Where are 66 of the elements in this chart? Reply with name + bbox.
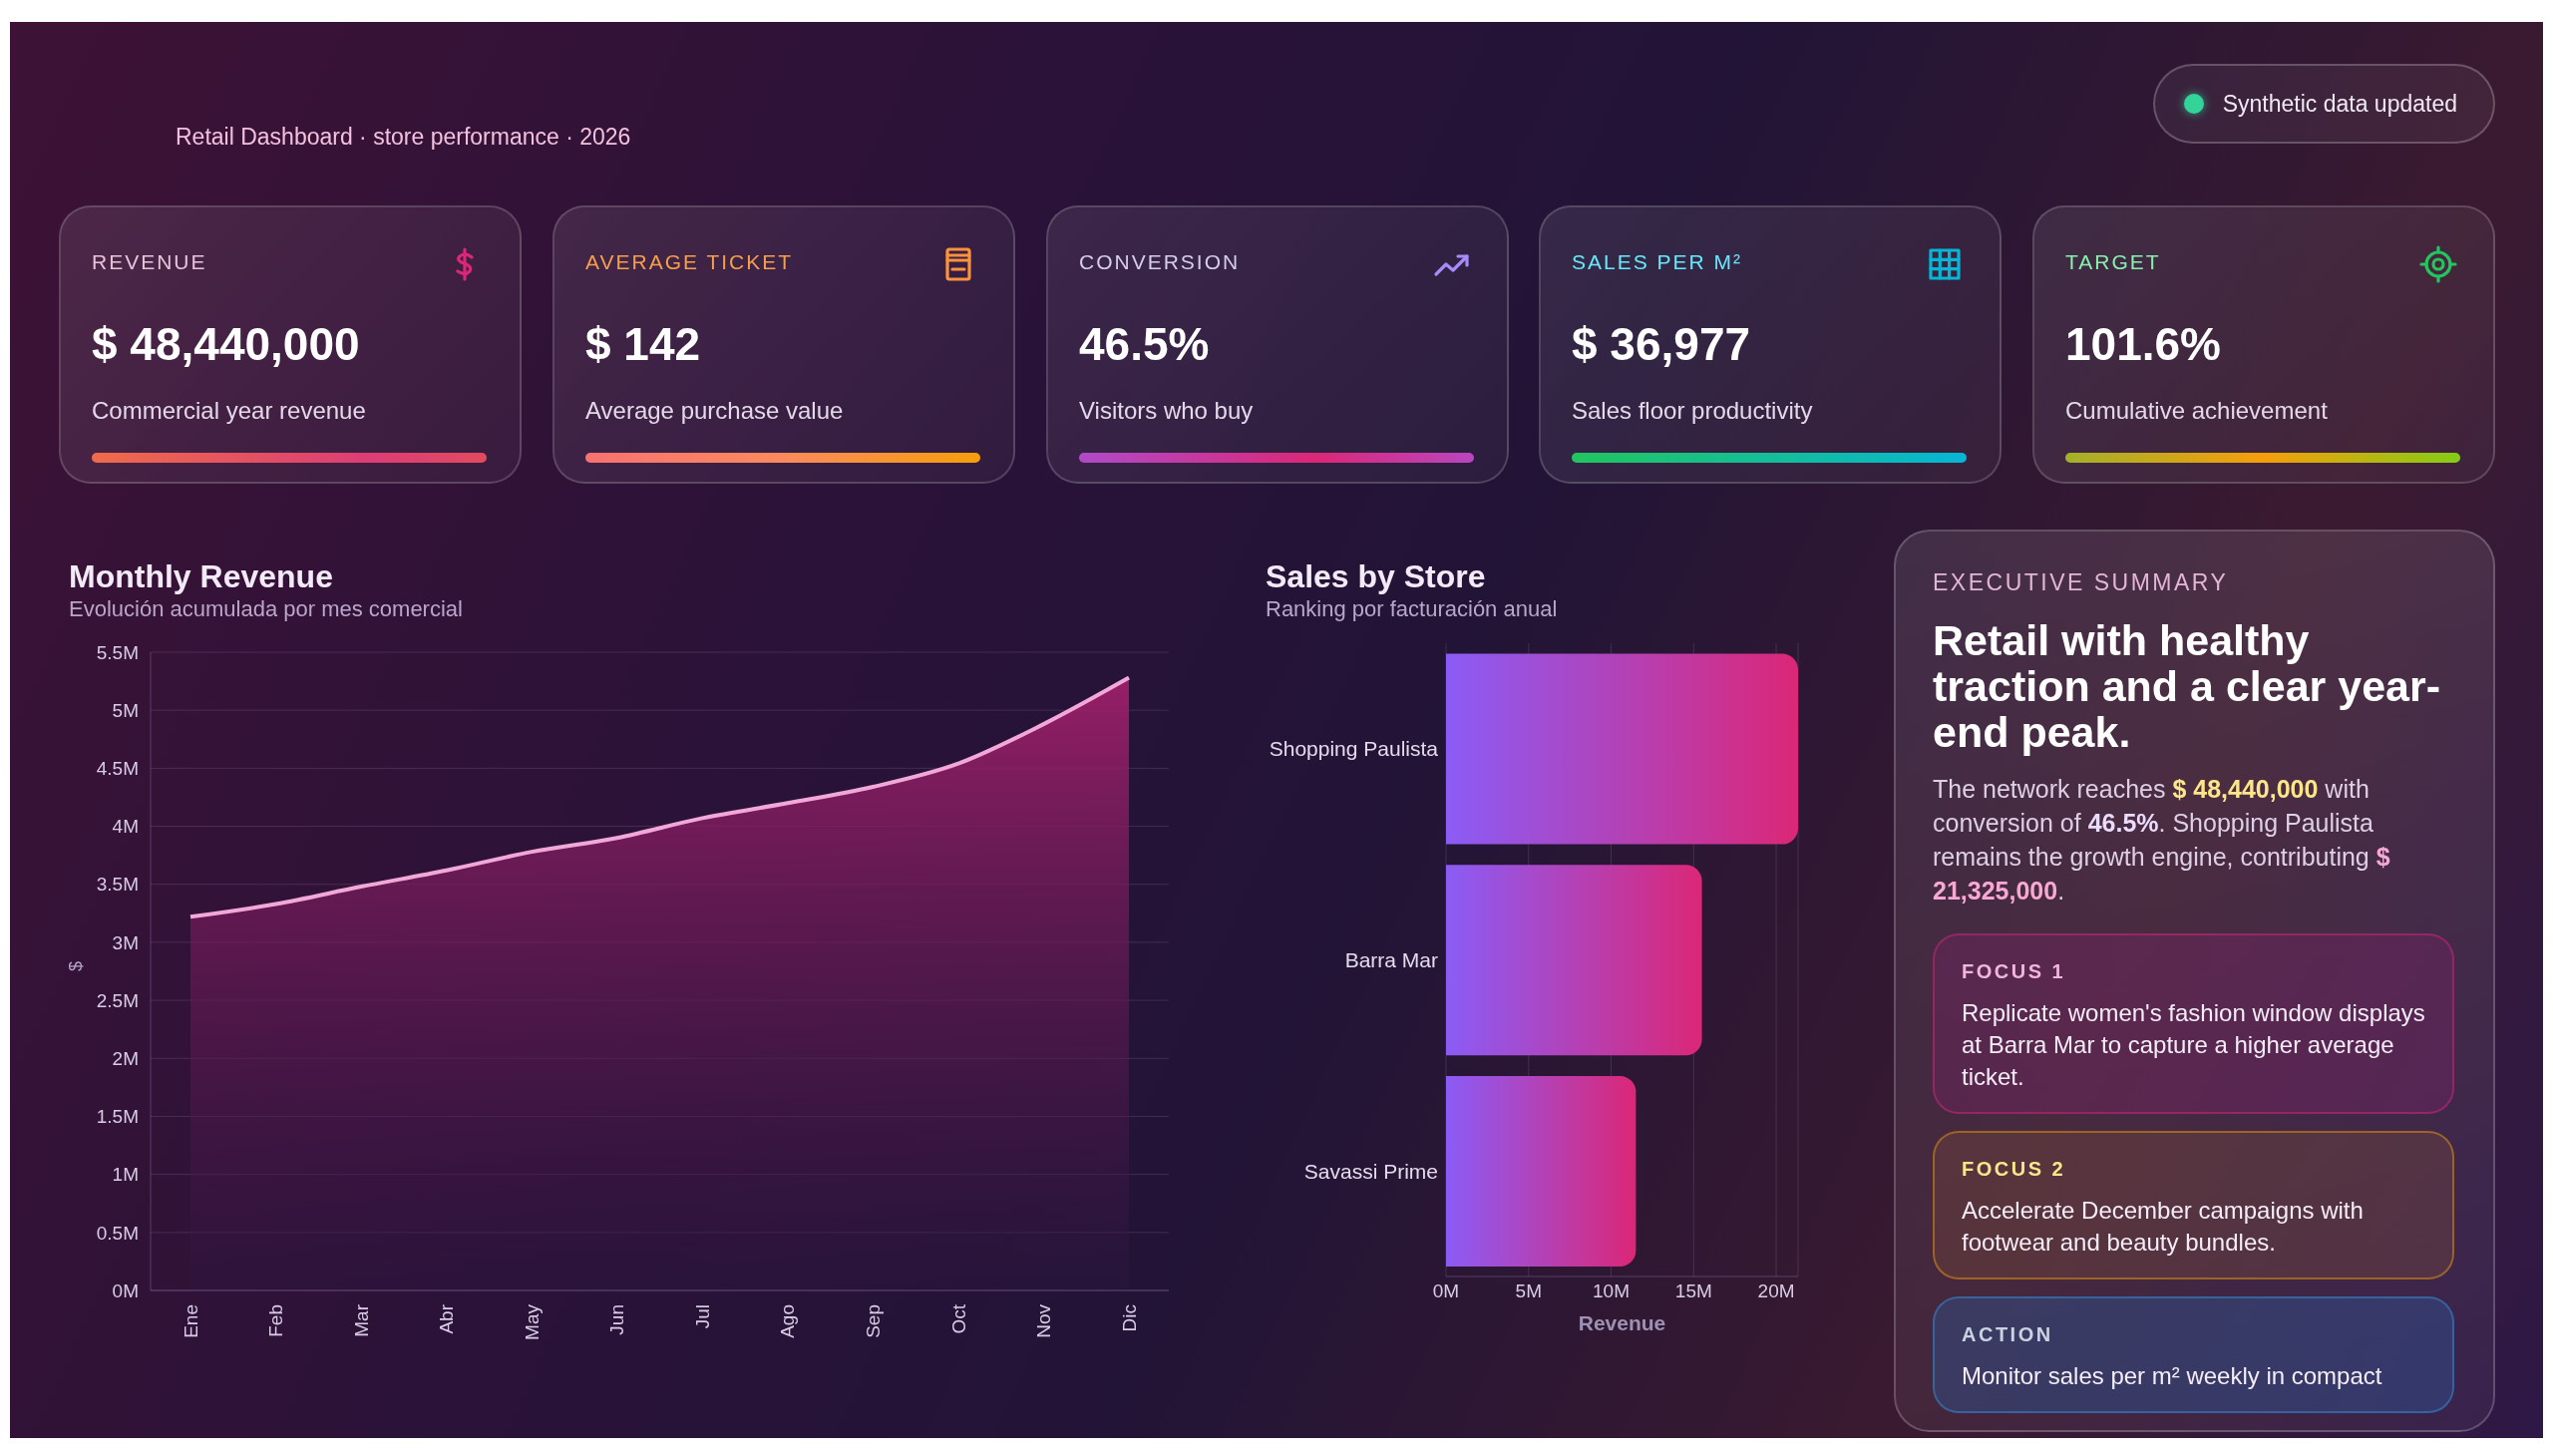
text: SALES PER M²: [1572, 249, 1743, 275]
text: Visitors who buy: [1079, 396, 1254, 426]
text: Retail Dashboard · store performance · 2026: [176, 123, 631, 152]
text: Monitor sales per m² weekly in compact: [1962, 1361, 2383, 1391]
bar: [1446, 653, 1798, 845]
text: EXECUTIVE SUMMARY: [1933, 568, 2230, 597]
y-tick-label: 3M: [112, 931, 139, 953]
x-tick-label: Feb: [265, 1304, 287, 1337]
x-tick-label: Jun: [606, 1304, 628, 1335]
text: Average purchase value: [585, 396, 844, 426]
text: FOCUS 1: [1962, 959, 2067, 984]
y-tick-label: 4.5M: [96, 758, 139, 780]
x-tick-label: Sep: [863, 1304, 885, 1338]
text: The network reaches $ 48,440,000 with conversion of 46.5%. Shopping Paulista remains the growth engine, contributing $ 21,325,000.: [1933, 775, 2390, 905]
x-tick-label: May: [521, 1303, 543, 1340]
y-tick-label: 3.5M: [96, 874, 139, 896]
text: Sales floor productivity: [1572, 396, 1813, 426]
y-tick-label: 4M: [112, 816, 139, 838]
text: Commercial year revenue: [92, 396, 366, 426]
x-tick-label: Jul: [691, 1304, 713, 1329]
x-tick-label: 5M: [1515, 1280, 1542, 1302]
y-tick-label: Savassi Prime: [1303, 1159, 1438, 1183]
x-tick-label: 0M: [1432, 1280, 1460, 1302]
x-tick-label: Ago: [777, 1304, 799, 1338]
text: ACTION: [1962, 1322, 2054, 1347]
text: $ 36,977: [1572, 317, 1751, 371]
text: REVENUE: [92, 249, 207, 275]
x-tick-label: Oct: [947, 1303, 969, 1334]
x-tick-label: Nov: [1033, 1303, 1055, 1338]
x-axis-title: Revenue: [1578, 1311, 1666, 1334]
x-tick-label: Ene: [180, 1304, 201, 1338]
y-tick-label: 1M: [112, 1164, 139, 1186]
y-tick-label: Shopping Paulista: [1269, 737, 1439, 761]
text: TARGET: [2065, 249, 2161, 275]
bar: [1446, 865, 1702, 1056]
text: Synthetic data updated: [2222, 90, 2457, 118]
bar: [1446, 1075, 1637, 1267]
x-tick-label: 15M: [1674, 1280, 1712, 1302]
y-tick-label: 0.5M: [96, 1222, 139, 1244]
y-tick-label: 1.5M: [96, 1106, 139, 1128]
text: Retail with healthy traction and a clear year-end peak.: [1933, 616, 2442, 756]
x-tick-label: 20M: [1757, 1280, 1795, 1302]
chart-subtitle: Evolución acumulada por mes comercial: [69, 595, 463, 623]
chart-title: Sales by Store: [1266, 557, 1486, 596]
x-tick-label: 10M: [1593, 1280, 1631, 1302]
y-tick-label: 5M: [112, 699, 139, 721]
chart-title: Monthly Revenue: [69, 557, 333, 596]
y-axis-title: $: [66, 960, 87, 971]
x-tick-label: Dic: [1118, 1304, 1140, 1332]
text: AVERAGE TICKET: [585, 249, 794, 275]
text: 46.5%: [1079, 317, 1210, 371]
x-tick-label: Mar: [350, 1303, 372, 1337]
text: $ 142: [585, 317, 701, 371]
text: 101.6%: [2065, 317, 2222, 371]
text: Accelerate December campaigns with footwear and beauty bundles.: [1962, 1196, 2365, 1258]
text: Cumulative achievement: [2065, 396, 2328, 426]
chart-subtitle: Ranking por facturación anual: [1266, 595, 1558, 623]
text: FOCUS 2: [1962, 1157, 2067, 1182]
y-tick-label: 5.5M: [96, 641, 139, 663]
y-tick-label: 2.5M: [96, 989, 139, 1011]
y-tick-label: Barra Mar: [1344, 947, 1438, 971]
text: CONVERSION: [1079, 249, 1241, 275]
x-tick-label: Abr: [436, 1303, 458, 1334]
y-tick-label: 2M: [112, 1048, 139, 1070]
text: Replicate women's fashion window displays at Barra Mar to capture a higher average ticket.: [1962, 998, 2426, 1092]
text: $ 48,440,000: [92, 317, 360, 371]
